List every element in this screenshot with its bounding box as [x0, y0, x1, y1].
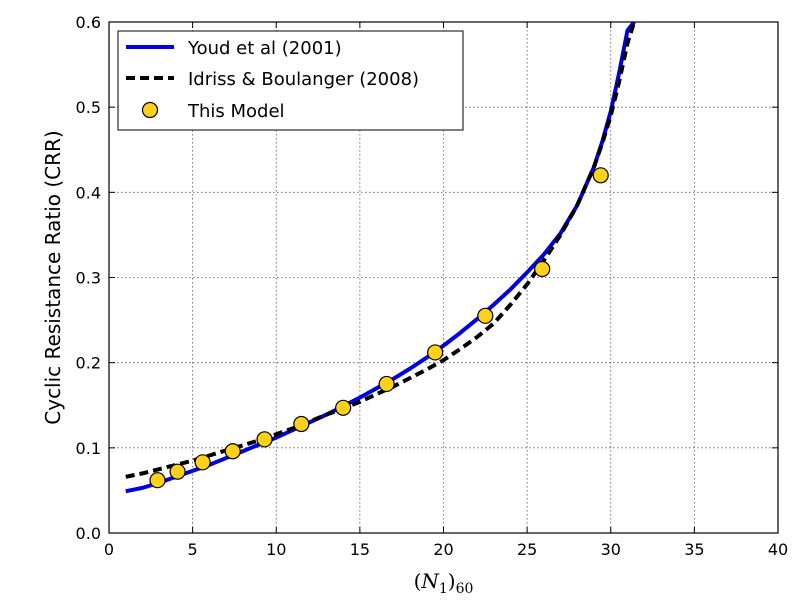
legend-label-this-model: This Model: [187, 101, 285, 122]
x-tick-label: 25: [517, 540, 537, 559]
x-tick-label: 10: [266, 540, 286, 559]
this-model-point: [427, 344, 444, 361]
y-tick-label: 0.2: [76, 354, 101, 373]
y-tick-label: 0.5: [76, 98, 101, 117]
x-tick-label: 5: [188, 540, 198, 559]
idriss-boulanger-curve: [125, 22, 637, 479]
this-model-point: [592, 167, 609, 184]
this-model-point: [194, 454, 211, 471]
y-tick-label: 0.1: [76, 439, 101, 458]
legend: Youd et al (2001) Idriss & Boulanger (20…: [117, 30, 464, 131]
y-axis-title: Cyclic Resistance Ratio (CRR): [41, 130, 65, 424]
this-model-point: [169, 463, 186, 480]
this-model-point: [477, 307, 494, 324]
this-model-point: [335, 399, 352, 416]
this-model-point: [149, 472, 166, 489]
y-tick-label: 0.6: [76, 13, 101, 32]
x-tick-label: 20: [433, 540, 453, 559]
legend-swatch-this-model: [141, 101, 159, 119]
legend-box: [117, 30, 464, 131]
this-model-point: [378, 375, 395, 393]
x-tick-label: 30: [601, 540, 621, 559]
axis-layer: 0 5 10 15 20 25 30 35 40 0.0 0.1 0.2 0.3 0.4 0.5 0.6: [76, 13, 789, 559]
legend-label-idriss: Idriss & Boulanger (2008): [188, 69, 419, 90]
x-tick-label: 0: [104, 540, 114, 559]
y-tick-label: 0.4: [76, 183, 101, 202]
this-model-point: [256, 431, 273, 448]
this-model-point: [224, 443, 241, 460]
y-tick-label: 0.3: [76, 269, 101, 288]
legend-label-youd: Youd et al (2001): [187, 38, 342, 59]
x-axis-title: (N1)60: [414, 569, 474, 597]
x-tick-label: 15: [350, 540, 370, 559]
y-tick-label: 0.0: [76, 524, 101, 543]
x-tick-label: 40: [768, 540, 788, 559]
series-layer: [125, 22, 637, 494]
x-tick-label: 35: [684, 540, 704, 559]
this-model-point: [293, 415, 310, 433]
this-model-point: [534, 260, 551, 278]
